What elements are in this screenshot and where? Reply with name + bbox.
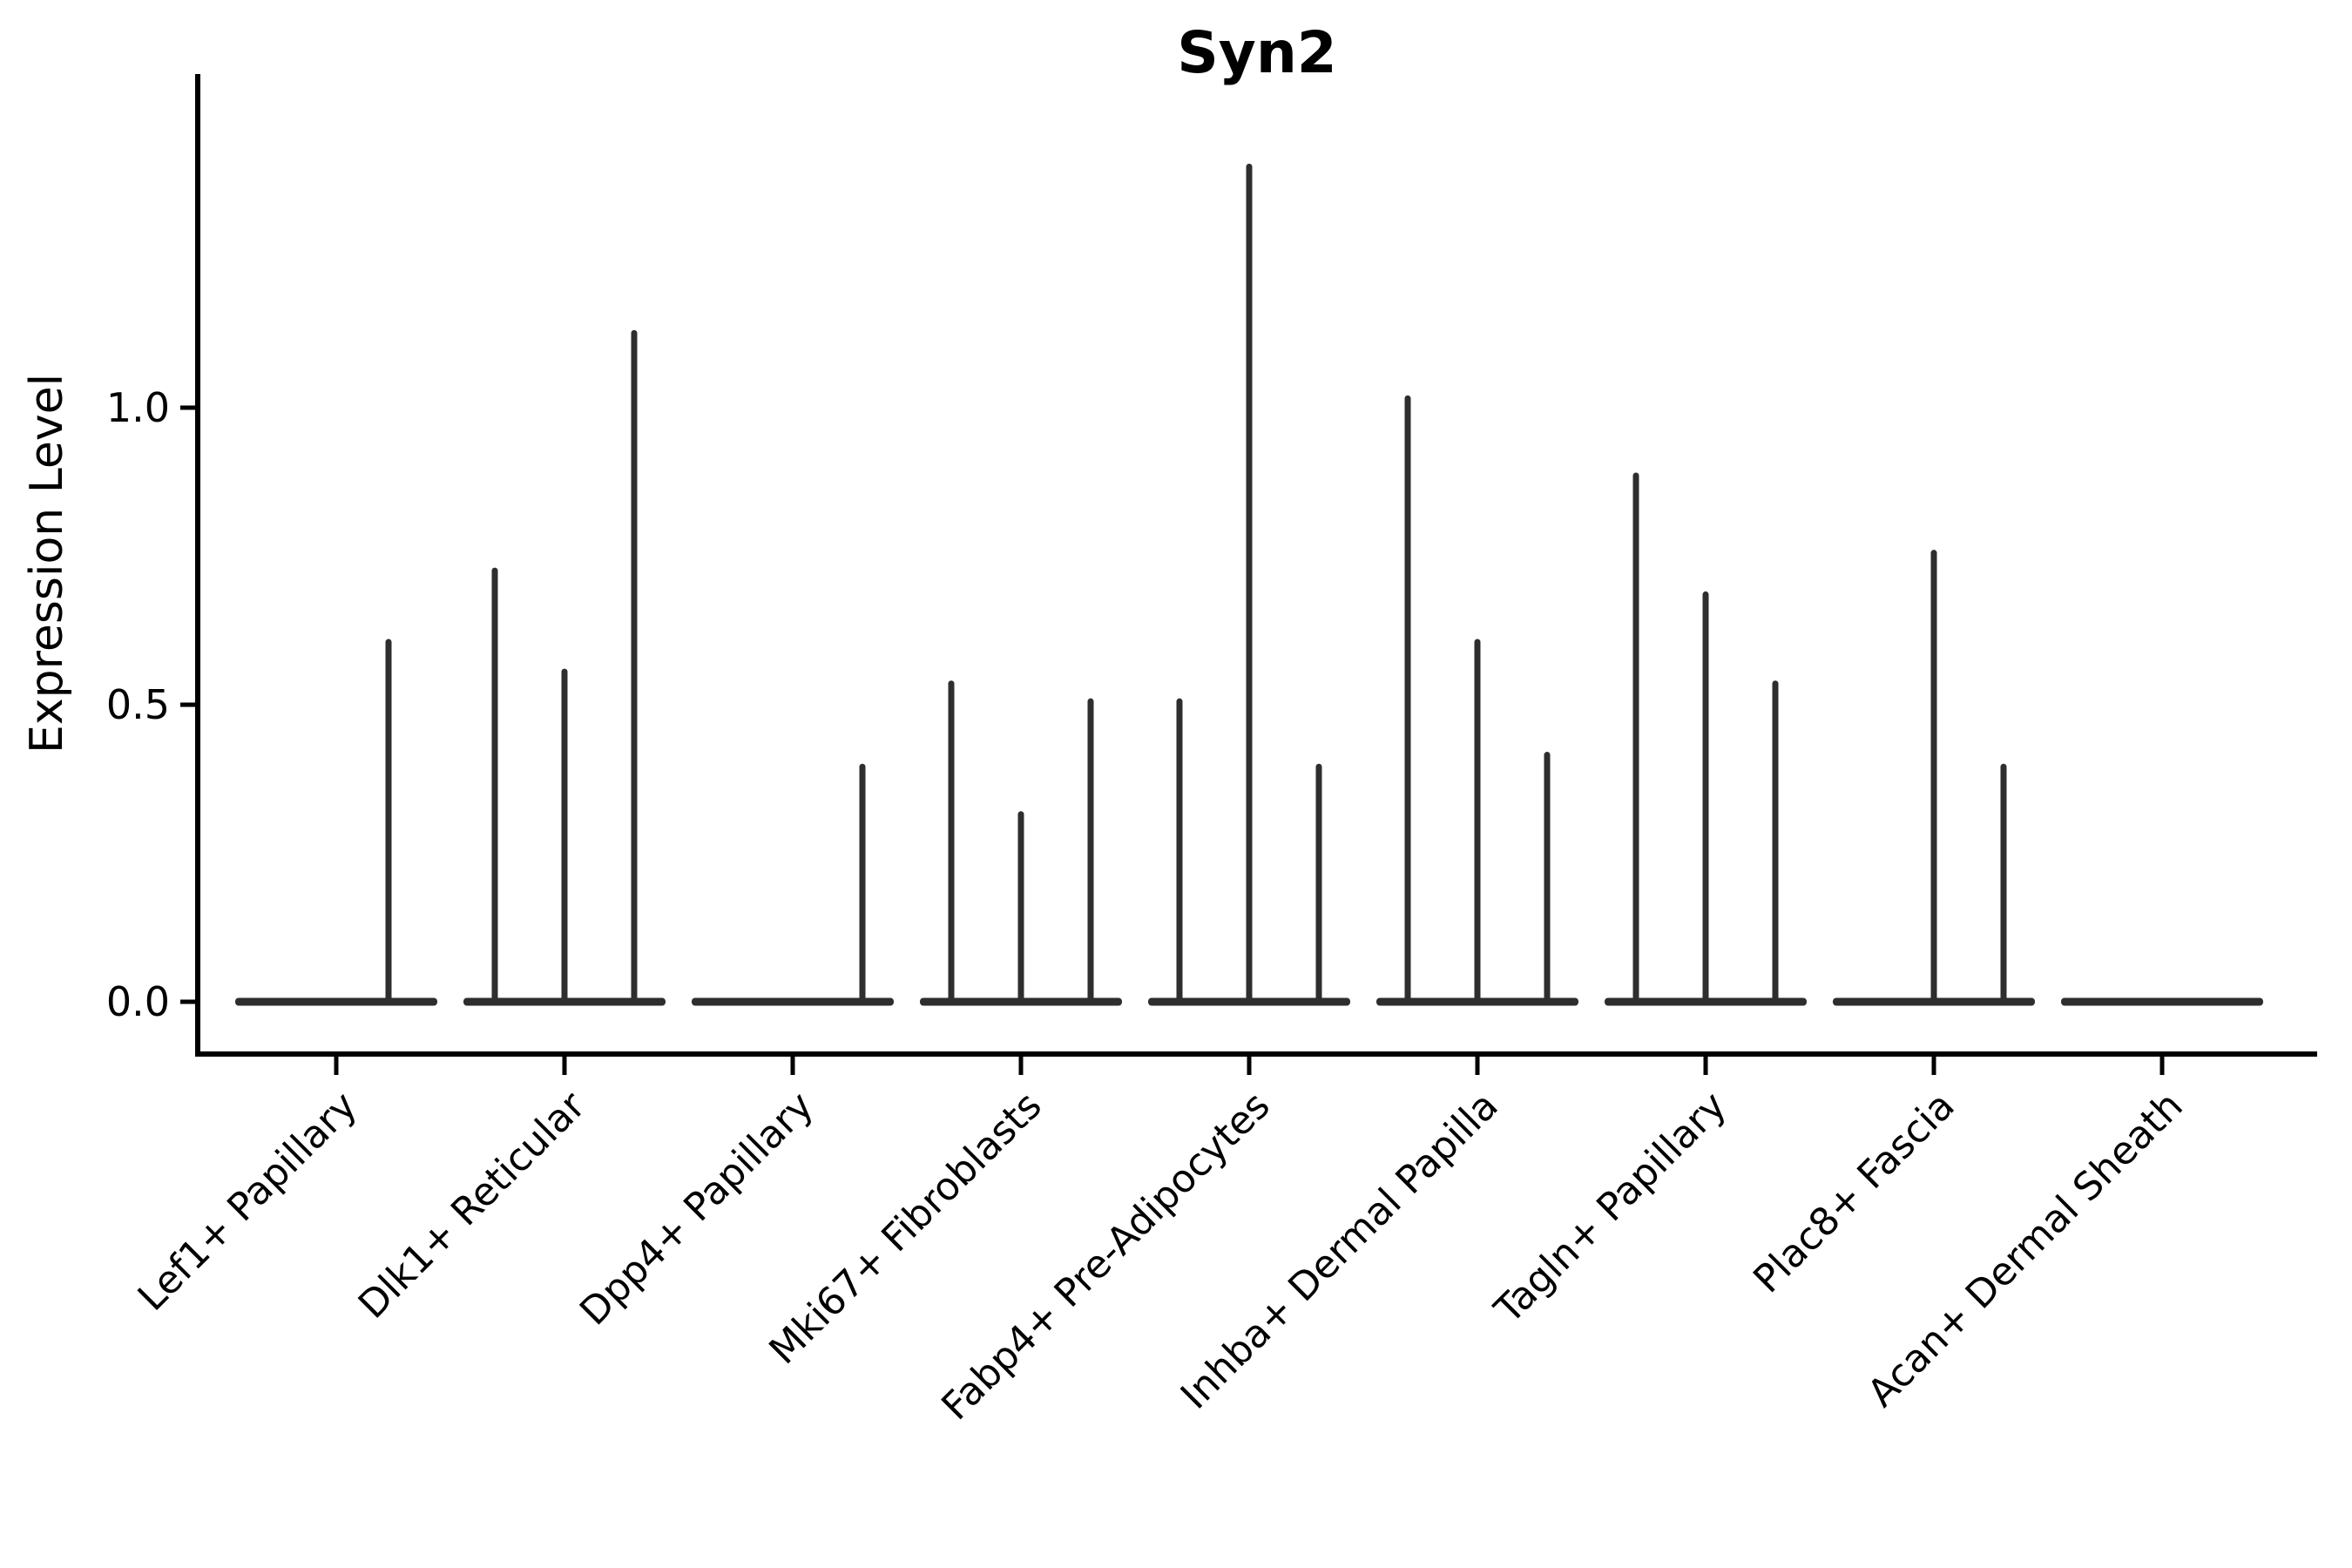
x-tick-label: Lef1+ Papillary bbox=[130, 1084, 366, 1320]
y-tick-label: 0.0 bbox=[106, 978, 170, 1025]
violin-body bbox=[235, 997, 437, 1006]
y-tick-label: 0.5 bbox=[106, 681, 170, 728]
x-tick-label: Dpp4+ Papillary bbox=[571, 1084, 822, 1335]
x-tick-label: Tagln+ Papillary bbox=[1486, 1084, 1735, 1333]
x-tick-label: Dlk1+ Reticular bbox=[350, 1083, 595, 1328]
violin-body bbox=[2061, 997, 2263, 1006]
chart-title: Syn2 bbox=[1177, 19, 1337, 86]
violin-body bbox=[692, 997, 894, 1006]
y-tick-label: 1.0 bbox=[106, 384, 170, 431]
y-axis-label: Expression Level bbox=[21, 373, 73, 754]
x-tick-label: Plac8+ Fascia bbox=[1745, 1084, 1963, 1302]
